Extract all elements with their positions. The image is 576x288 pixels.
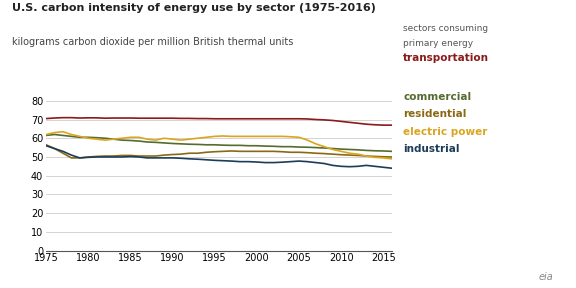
- Text: electric power: electric power: [403, 127, 487, 137]
- Text: primary energy: primary energy: [403, 39, 473, 48]
- Text: transportation: transportation: [403, 53, 489, 63]
- Text: U.S. carbon intensity of energy use by sector (1975-2016): U.S. carbon intensity of energy use by s…: [12, 3, 376, 13]
- Text: eia: eia: [538, 272, 553, 282]
- Text: sectors consuming: sectors consuming: [403, 24, 488, 33]
- Text: industrial: industrial: [403, 144, 460, 154]
- Text: residential: residential: [403, 109, 467, 120]
- Text: kilograms carbon dioxide per million British thermal units: kilograms carbon dioxide per million Bri…: [12, 37, 293, 48]
- Text: commercial: commercial: [403, 92, 471, 102]
